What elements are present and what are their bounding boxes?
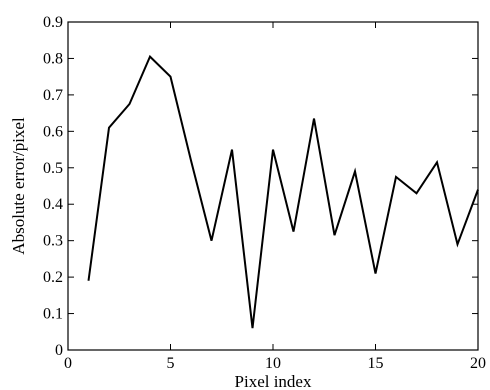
plot-frame	[67, 21, 479, 351]
y-tick-label: 0	[55, 342, 63, 359]
y-tick-label: 0.8	[43, 50, 63, 67]
x-axis-ticks: 0 5 10 15 20	[64, 22, 486, 372]
x-tick-label: 0	[64, 355, 72, 372]
y-tick-label: 0.3	[43, 233, 63, 250]
y-tick-label: 0.9	[43, 14, 63, 31]
series-line	[87, 54, 479, 329]
x-tick-label: 15	[368, 355, 384, 372]
y-tick-label: 0.7	[43, 87, 63, 104]
series-group	[87, 54, 479, 329]
x-tick-label: 5	[167, 355, 175, 372]
y-axis-ticks: 0 0.1 0.2 0.3 0.4 0.5 0.6 0.7 0.8 0.9	[43, 14, 478, 359]
y-tick-label: 0.5	[43, 160, 63, 177]
y-axis-title: Absolute error/pixel	[9, 117, 28, 255]
x-tick-label: 20	[470, 355, 486, 372]
y-tick-label: 0.2	[43, 269, 63, 286]
x-tick-label: 10	[265, 355, 281, 372]
x-axis-title: Pixel index	[235, 372, 312, 390]
y-tick-label: 0.6	[43, 123, 63, 140]
y-tick-label: 0.1	[43, 306, 63, 323]
y-tick-label: 0.4	[43, 196, 63, 213]
